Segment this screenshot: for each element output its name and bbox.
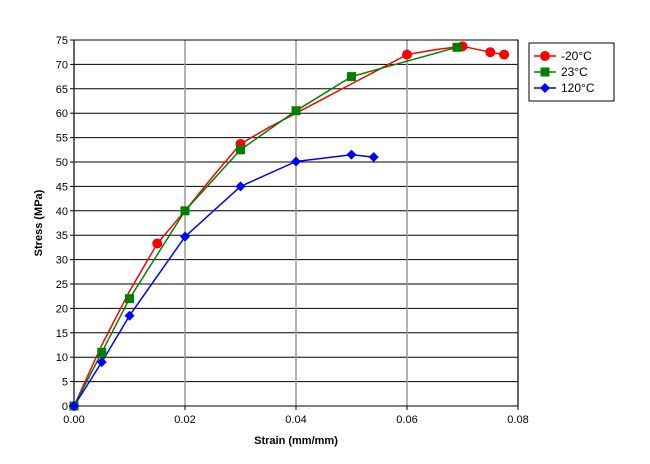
y-tick-label: 15 (56, 328, 68, 340)
y-tick-label: 45 (56, 181, 68, 193)
y-tick-label: 0 (62, 401, 68, 413)
data-point-series-1 (347, 72, 356, 82)
data-point-series-1 (125, 294, 134, 304)
data-point-series-2 (346, 149, 357, 160)
series-line-0 (73, 45, 505, 407)
data-point-series-0 (402, 49, 412, 60)
y-tick-label: 40 (56, 206, 68, 218)
series-markers (69, 41, 510, 411)
grid-lines (73, 39, 519, 407)
y-tick-label: 75 (56, 35, 68, 47)
y-tick-label: 70 (56, 59, 68, 71)
series-line-2 (73, 153, 374, 407)
legend-label-0: -20°C (561, 49, 592, 63)
y-tick-label: 25 (56, 279, 68, 291)
data-point-series-1 (452, 42, 462, 52)
data-point-series-0 (152, 238, 163, 249)
data-point-series-2 (368, 152, 379, 163)
data-point-series-2 (124, 310, 135, 321)
data-point-series-2 (235, 181, 246, 192)
y-axis-title: Stress (MPa) (33, 189, 45, 256)
x-tick-label: 0.02 (174, 414, 195, 426)
legend-marker-2 (540, 83, 550, 93)
legend-marker-0 (540, 51, 550, 61)
series-line-1 (73, 46, 458, 407)
data-point-series-2 (69, 401, 79, 411)
x-axis-title: Strain (mm/mm) (254, 435, 338, 447)
data-point-series-2 (291, 156, 301, 167)
legend-label-2: 120°C (561, 81, 595, 95)
y-tick-label: 35 (56, 230, 68, 242)
y-tick-label: 30 (56, 255, 68, 267)
data-point-series-1 (236, 145, 245, 155)
legend-marker-1 (540, 67, 550, 77)
y-tick-label: 20 (56, 303, 68, 315)
data-point-series-2 (180, 231, 190, 242)
data-point-series-0 (499, 49, 510, 60)
data-point-series-0 (485, 47, 496, 58)
x-tick-label: 0.04 (285, 414, 306, 426)
x-axis: 0.00 0.02 0.04 0.06 0.08 (63, 406, 529, 426)
series-lines (73, 45, 505, 407)
x-tick-label: 0.06 (396, 414, 417, 426)
x-tick-label: 0.08 (507, 414, 528, 426)
legend-label-1: 23°C (561, 65, 588, 79)
legend: -20°C 23°C 120°C (528, 42, 615, 102)
y-tick-label: 60 (56, 108, 68, 120)
y-tick-label: 5 (62, 377, 68, 389)
y-tick-label: 55 (56, 133, 68, 145)
y-tick-label: 10 (56, 352, 68, 364)
data-point-series-1 (291, 106, 301, 116)
data-point-series-1 (180, 206, 190, 216)
data-point-series-2 (96, 357, 107, 368)
x-tick-label: 0.00 (63, 414, 84, 426)
data-point-series-1 (97, 347, 107, 357)
y-axis: 0 5 10 15 20 25 30 35 40 45 50 55 60 65 70 75 (56, 35, 74, 413)
y-tick-label: 50 (56, 157, 68, 169)
y-tick-label: 65 (56, 84, 68, 96)
